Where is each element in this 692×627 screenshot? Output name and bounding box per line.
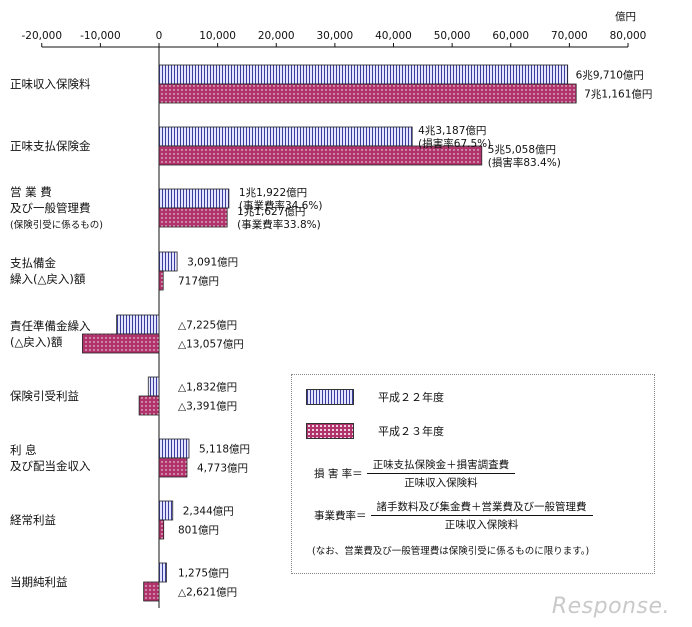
x-axis: -20,000 -10,000 0 10,000 20,000 30,000 40,000 5… — [21, 10, 646, 608]
data-label: 3,091億円 — [187, 256, 238, 269]
x-tick-label: 10,000 — [199, 30, 236, 42]
legend-swatch-h23 — [306, 423, 354, 439]
bars — [82, 64, 577, 602]
legend-swatch-h22 — [306, 389, 354, 405]
bar — [158, 83, 577, 104]
bar — [158, 562, 167, 583]
data-label: 5兆5,058億円 — [488, 143, 556, 156]
bar — [116, 314, 160, 335]
legend-item-h23: 平成２３年度 — [306, 423, 444, 439]
bar — [138, 395, 160, 416]
bar — [158, 145, 483, 166]
category-label: 及び一般管理費 — [10, 201, 91, 215]
x-tick-label: 50,000 — [434, 30, 471, 42]
data-label: (事業費率34.6%) — [239, 199, 323, 212]
x-tick-label: 0 — [156, 30, 163, 42]
bar — [158, 438, 190, 459]
data-label: (事業費率33.8%) — [237, 218, 321, 231]
data-label: △2,621億円 — [178, 586, 237, 599]
x-tick-label: 60,000 — [492, 30, 529, 42]
bar — [158, 270, 164, 291]
loss-ratio-numerator: 正味支払保険金＋損害調査費 — [366, 457, 516, 474]
x-tick-label: 80,000 — [610, 30, 647, 42]
watermark-logo: Response. — [551, 594, 670, 619]
data-label: 1,275億円 — [178, 567, 229, 580]
bar — [158, 64, 569, 85]
category-label: 保険引受利益 — [10, 389, 79, 403]
bar — [158, 207, 228, 228]
bar — [158, 500, 174, 521]
category-label: 支払備金 — [10, 256, 56, 270]
expense-ratio-numerator: 諸手数料及び集金費＋営業費及び一般管理費 — [370, 499, 593, 516]
category-label: 利 息 — [10, 443, 37, 457]
x-tick-label: -10,000 — [80, 30, 121, 42]
loss-ratio-label: 損 害 率＝ — [314, 468, 363, 480]
bar — [158, 126, 413, 147]
category-label: 繰入(△戻入)額 — [10, 272, 86, 286]
bar — [143, 581, 160, 602]
x-tick-label: 30,000 — [317, 30, 354, 42]
data-label: 801億円 — [178, 524, 219, 537]
data-label: △13,057億円 — [178, 338, 244, 351]
data-label: 717億円 — [178, 275, 219, 288]
x-tick-label: -20,000 — [21, 30, 62, 42]
data-label: 1兆1,627億円 — [237, 205, 305, 218]
legend-item-h22: 平成２２年度 — [306, 389, 444, 405]
bar — [158, 457, 188, 478]
category-label: 正味収入保険料 — [10, 77, 91, 91]
category-label: 営 業 費 — [10, 185, 52, 199]
data-label: (損害率67.5%) — [418, 137, 491, 150]
legend-label-h22: 平成２２年度 — [378, 391, 444, 404]
loss-ratio-fraction: 正味支払保険金＋損害調査費 正味収入保険料 — [366, 457, 516, 490]
expense-ratio-formula: 事業費率＝ 諸手数料及び集金費＋営業費及び一般管理費 正味収入保険料 — [314, 499, 593, 532]
data-label: 1兆1,922億円 — [239, 186, 307, 199]
bar — [158, 519, 165, 540]
category-label: (△戻入)額 — [10, 335, 63, 349]
data-label: △1,832億円 — [178, 381, 237, 394]
category-label: 正味支払保険金 — [10, 139, 91, 153]
data-label: 4,773億円 — [197, 462, 248, 475]
data-label: 7兆1,161億円 — [584, 88, 652, 101]
x-tick-label: 40,000 — [375, 30, 412, 42]
data-label: 6兆9,710億円 — [576, 69, 644, 82]
expense-ratio-fraction: 諸手数料及び集金費＋営業費及び一般管理費 正味収入保険料 — [370, 499, 593, 532]
data-label: 2,344億円 — [183, 505, 234, 518]
loss-ratio-denominator: 正味収入保険料 — [404, 477, 478, 489]
bar — [158, 251, 178, 272]
bar — [158, 188, 230, 209]
category-label: 及び配当金収入 — [10, 459, 91, 473]
data-label: △3,391億円 — [178, 400, 237, 413]
data-label: 4兆3,187億円 — [418, 124, 486, 137]
category-label: 責任準備金繰入 — [10, 319, 91, 333]
x-tick-label: 70,000 — [551, 30, 588, 42]
unit-label: 億円 — [615, 10, 636, 23]
legend-note: (なお、営業費及び一般管理費は保険引受に係るものに限ります。) — [312, 546, 590, 557]
x-tick-label: 20,000 — [258, 30, 295, 42]
data-label: 5,118億円 — [199, 443, 250, 456]
category-label: 経常利益 — [10, 513, 56, 527]
expense-ratio-denominator: 正味収入保険料 — [444, 519, 519, 531]
category-label: 当期純利益 — [10, 575, 68, 589]
category-label: (保険引受に係るもの) — [10, 219, 103, 231]
loss-ratio-formula: 損 害 率＝ 正味支払保険金＋損害調査費 正味収入保険料 — [314, 457, 516, 490]
data-labels: 6兆9,710億円 7兆1,161億円 4兆3,187億円(損害率67.5%)5兆5… — [178, 69, 652, 599]
data-label: △7,225億円 — [178, 319, 237, 332]
legend: 平成２２年度 平成２３年度 損 害 率＝ 正味支払保険金＋損害調査費 正味収入保… — [291, 374, 655, 574]
bar — [82, 333, 160, 354]
expense-ratio-label: 事業費率＝ — [314, 510, 367, 522]
bar — [147, 376, 160, 397]
legend-label-h23: 平成２３年度 — [378, 425, 444, 438]
data-label: (損害率83.4%) — [488, 156, 561, 169]
